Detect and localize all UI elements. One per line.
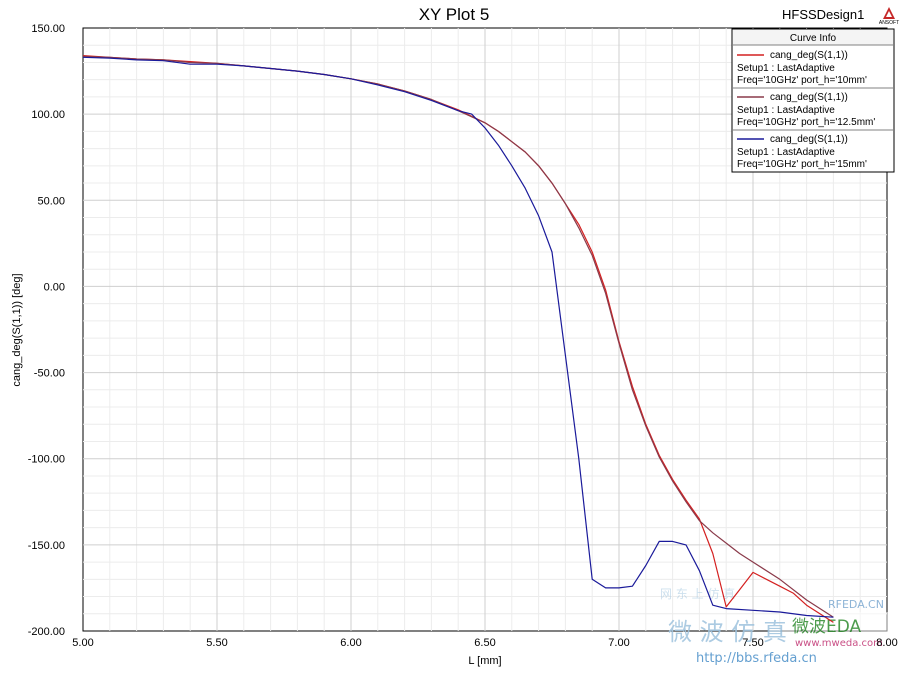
legend-entry-name: cang_deg(S(1,1)) bbox=[770, 134, 848, 145]
x-tick-label: 5.50 bbox=[206, 637, 227, 649]
watermark-mweda-url: www.mweda.com bbox=[795, 638, 883, 649]
x-tick-label: 6.50 bbox=[474, 637, 495, 649]
ansoft-logo-text: ANSOFT bbox=[879, 20, 899, 26]
y-tick-label: -200.00 bbox=[28, 626, 65, 638]
ansoft-logo-icon: ANSOFT bbox=[879, 7, 899, 26]
legend-box bbox=[731, 28, 895, 173]
y-axis-label: cang_deg(S(1,1)) [deg] bbox=[11, 273, 23, 386]
legend-entry-setup: Setup1 : LastAdaptive bbox=[737, 105, 835, 116]
legend-entry-params: Freq='10GHz' port_h='15mm' bbox=[737, 159, 867, 170]
legend-entry-params: Freq='10GHz' port_h='12.5mm' bbox=[737, 117, 875, 128]
watermark-url: http://bbs.rfeda.cn bbox=[696, 651, 817, 666]
y-tick-label: 50.00 bbox=[37, 195, 65, 207]
y-tick-label: 0.00 bbox=[44, 281, 65, 293]
watermark-text-main: 微 波 仿 真 bbox=[668, 618, 787, 646]
series-layer bbox=[82, 55, 834, 623]
watermark: 网 东 上 仿 真 微 波 仿 真 http://bbs.rfeda.cn RF… bbox=[660, 587, 890, 666]
legend: Curve Info cang_deg(S(1,1)) Setup1 : Last… bbox=[731, 28, 895, 173]
legend-entry-setup: Setup1 : LastAdaptive bbox=[737, 63, 835, 74]
y-tick-label: -100.00 bbox=[28, 454, 65, 466]
design-name: HFSSDesign1 bbox=[782, 7, 864, 22]
watermark-text-top: 网 东 上 仿 真 bbox=[660, 587, 735, 601]
x-axis-label: L [mm] bbox=[468, 655, 501, 667]
legend-entry-params: Freq='10GHz' port_h='10mm' bbox=[737, 75, 867, 86]
legend-entry-name: cang_deg(S(1,1)) bbox=[770, 92, 848, 103]
ticks-layer: 5.00 5.50 6.00 6.50 7.00 7.50 8.00 150.00 100.00… bbox=[28, 23, 898, 649]
x-tick-label: 7.50 bbox=[742, 637, 763, 649]
series-line-3 bbox=[82, 56, 834, 618]
watermark-rfeda: RFEDA.CN bbox=[828, 598, 884, 611]
x-tick-label: 6.00 bbox=[340, 637, 361, 649]
legend-entry-setup: Setup1 : LastAdaptive bbox=[737, 147, 835, 158]
x-tick-label: 5.00 bbox=[72, 637, 93, 649]
plot-title: XY Plot 5 bbox=[419, 5, 490, 24]
x-tick-label: 7.00 bbox=[608, 637, 629, 649]
y-tick-label: 100.00 bbox=[31, 109, 65, 121]
y-tick-label: -50.00 bbox=[34, 368, 65, 380]
watermark-mweda-logo: 微波EDA bbox=[792, 617, 862, 637]
legend-entry-name: cang_deg(S(1,1)) bbox=[770, 50, 848, 61]
legend-title: Curve Info bbox=[790, 33, 837, 44]
y-tick-label: -150.00 bbox=[28, 540, 65, 552]
x-tick-label: 8.00 bbox=[876, 637, 897, 649]
y-tick-label: 150.00 bbox=[31, 23, 65, 35]
